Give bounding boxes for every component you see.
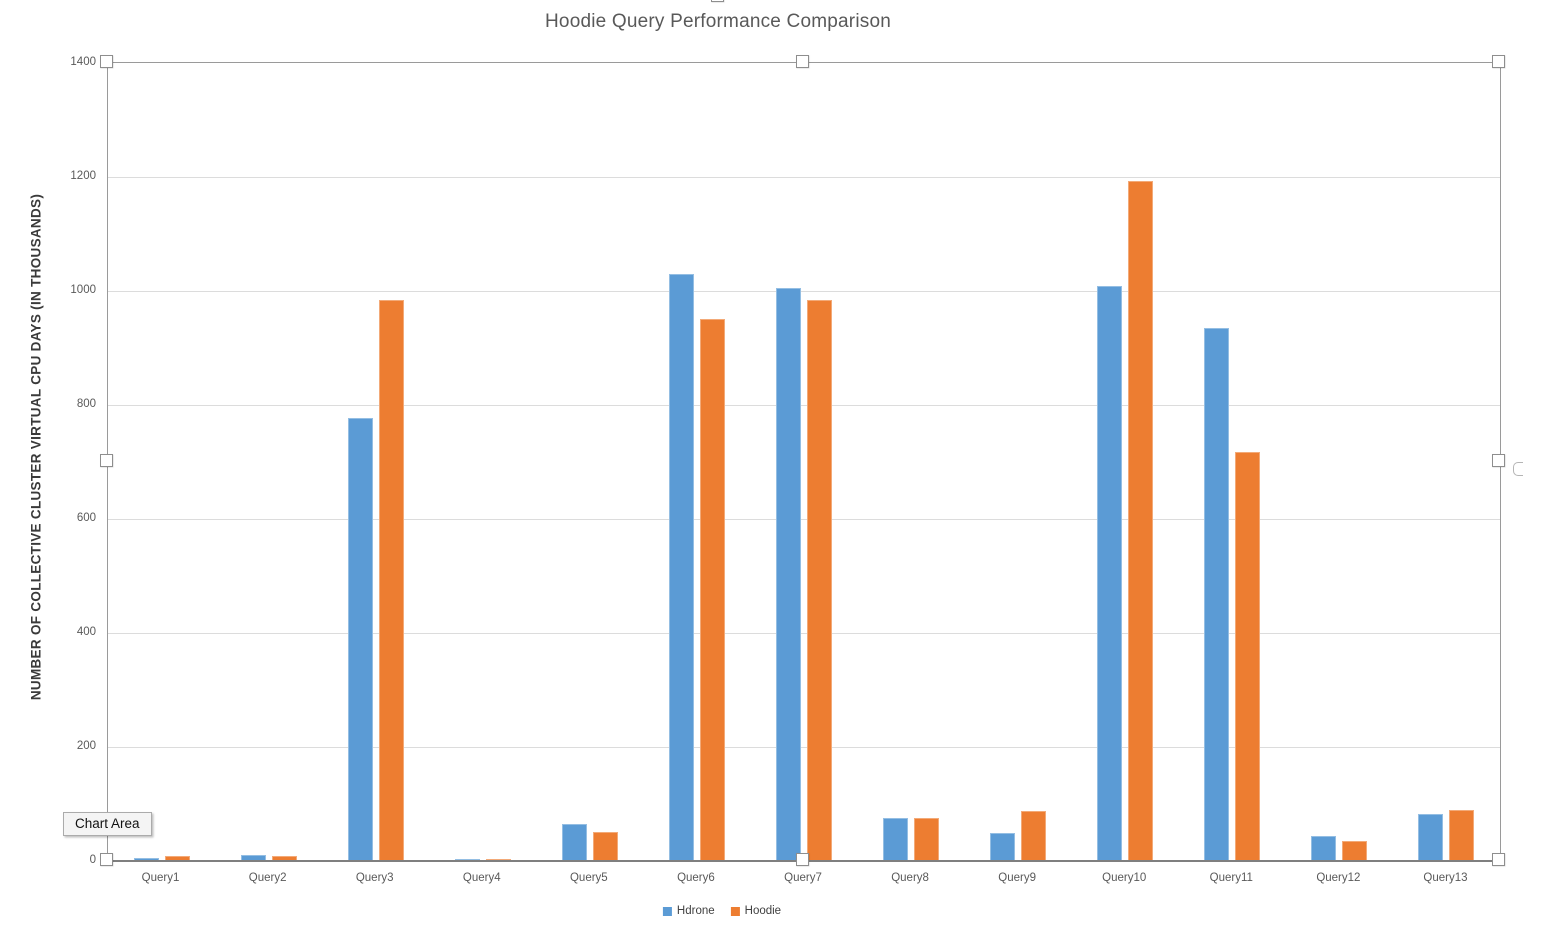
- y-tick-label: 0: [89, 854, 96, 866]
- bar-hdrone-query8[interactable]: [883, 818, 908, 861]
- bar-hoodie-query2[interactable]: [272, 856, 297, 861]
- bar-hdrone-query7[interactable]: [776, 288, 801, 861]
- bar-hoodie-query7[interactable]: [807, 300, 832, 861]
- x-category-label-query1: Query1: [141, 872, 180, 884]
- chart-selection-handle-partial[interactable]: [1513, 462, 1523, 476]
- bar-hoodie-query13[interactable]: [1449, 810, 1474, 861]
- bar-hoodie-query9[interactable]: [1021, 811, 1046, 861]
- gridline: [108, 519, 1500, 520]
- bar-hoodie-query6[interactable]: [700, 319, 725, 861]
- bar-hdrone-query6[interactable]: [669, 274, 694, 861]
- legend-label: Hoodie: [744, 905, 782, 917]
- selection-handle[interactable]: [711, 0, 724, 2]
- x-category-label-query12: Query12: [1316, 872, 1361, 884]
- bar-hoodie-query3[interactable]: [379, 300, 404, 861]
- y-tick-label: 1400: [70, 56, 96, 68]
- selection-handle[interactable]: [100, 454, 113, 467]
- selection-handle[interactable]: [796, 853, 809, 866]
- bar-hdrone-query10[interactable]: [1097, 286, 1122, 861]
- selection-handle[interactable]: [796, 55, 809, 68]
- gridline: [108, 747, 1500, 748]
- x-category-label-query9: Query9: [998, 872, 1036, 884]
- gridline: [108, 405, 1500, 406]
- selection-handle[interactable]: [100, 853, 113, 866]
- bar-hdrone-query12[interactable]: [1311, 836, 1336, 861]
- plot-area[interactable]: [107, 62, 1501, 862]
- legend-swatch-icon: [662, 906, 672, 916]
- bar-hdrone-query13[interactable]: [1418, 814, 1443, 861]
- y-tick-label: 1200: [70, 170, 96, 182]
- bar-hdrone-query5[interactable]: [562, 824, 587, 861]
- y-tick-label: 400: [76, 626, 96, 638]
- bar-hoodie-query11[interactable]: [1235, 452, 1260, 861]
- x-category-label-query8: Query8: [891, 872, 929, 884]
- chart-area-tooltip: Chart Area: [63, 812, 152, 836]
- selection-handle[interactable]: [100, 55, 113, 68]
- x-category-label-query6: Query6: [677, 872, 715, 884]
- y-tick-label: 1000: [70, 284, 96, 296]
- y-tick-label: 600: [76, 512, 96, 524]
- bar-hoodie-query10[interactable]: [1128, 181, 1153, 861]
- bar-hoodie-query1[interactable]: [165, 856, 190, 861]
- y-tick-label: 800: [76, 398, 96, 410]
- selection-handle[interactable]: [1492, 55, 1505, 68]
- legend-swatch-icon: [730, 906, 740, 916]
- x-category-label-query7: Query7: [784, 872, 822, 884]
- bar-hoodie-query12[interactable]: [1342, 841, 1367, 861]
- legend-label: Hdrone: [676, 905, 715, 917]
- x-category-label-query5: Query5: [569, 872, 608, 884]
- x-category-label-query13: Query13: [1423, 872, 1468, 884]
- selection-handle[interactable]: [1492, 853, 1505, 866]
- bar-hdrone-query3[interactable]: [348, 418, 373, 861]
- legend-item-hoodie[interactable]: Hoodie: [730, 905, 782, 917]
- bar-hdrone-query1[interactable]: [134, 858, 159, 861]
- bar-hoodie-query8[interactable]: [914, 818, 939, 861]
- bar-hdrone-query2[interactable]: [241, 855, 266, 861]
- legend-item-hdrone[interactable]: Hdrone: [662, 905, 715, 917]
- x-category-label-query11: Query11: [1209, 872, 1253, 884]
- bar-hdrone-query9[interactable]: [990, 833, 1015, 861]
- x-category-label-query4: Query4: [462, 872, 501, 884]
- gridline: [108, 177, 1500, 178]
- x-category-label-query10: Query10: [1102, 872, 1147, 884]
- bar-hoodie-query5[interactable]: [593, 832, 618, 861]
- legend[interactable]: Hdrone Hoodie: [662, 905, 782, 917]
- y-tick-label: 200: [76, 740, 96, 752]
- gridline: [108, 633, 1500, 634]
- x-category-label-query3: Query3: [355, 872, 394, 884]
- selection-handle[interactable]: [1492, 454, 1505, 467]
- bar-hdrone-query11[interactable]: [1204, 328, 1229, 861]
- x-category-label-query2: Query2: [248, 872, 287, 884]
- gridline: [108, 291, 1500, 292]
- chart-title[interactable]: Hoodie Query Performance Comparison: [545, 11, 891, 32]
